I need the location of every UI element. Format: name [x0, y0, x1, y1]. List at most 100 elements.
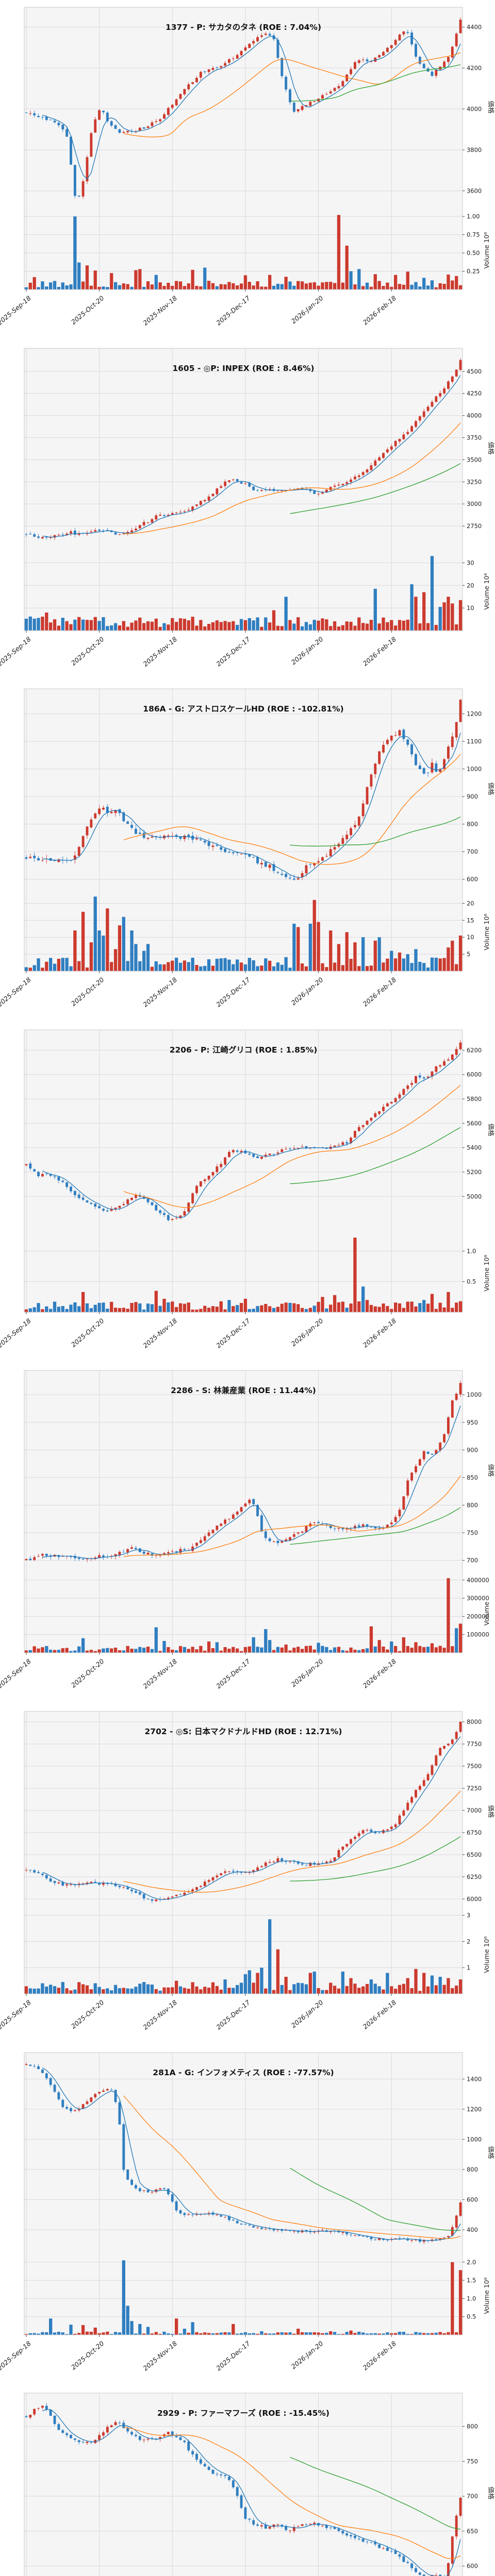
price-tick-label: 600	[467, 2563, 478, 2570]
price-tick-label: 8000	[467, 1718, 482, 1725]
price-tick-label: 1000	[467, 2136, 482, 2143]
volume-tick-label: 10	[467, 604, 474, 612]
plot-background	[24, 689, 463, 972]
plot-background	[24, 1711, 463, 1994]
volume-tick-label: 3	[467, 1912, 470, 1919]
volume-axis-label: Volume 10⁶	[483, 1255, 490, 1291]
date-tick-label: 2025-Nov-18	[141, 1998, 178, 2031]
price-tick-label: 700	[467, 1557, 478, 1564]
chart-title: 186A - G: アストロスケールHD (ROE : -102.81%)	[143, 704, 343, 714]
price-tick-label: 900	[467, 793, 478, 800]
date-tick-label: 2026-Feb-18	[361, 294, 398, 327]
date-tick-label: 2026-Feb-18	[361, 1657, 398, 1690]
price-tick-label: 700	[467, 848, 478, 855]
price-tick-label: 600	[467, 2196, 478, 2203]
date-tick-label: 2025-Sep-18	[0, 1657, 32, 1690]
price-axis-label: 価格	[487, 2487, 495, 2500]
ma-long-line	[290, 463, 461, 514]
date-tick-label: 2025-Dec-17	[214, 294, 252, 327]
plot-background	[24, 1029, 463, 1312]
date-tick-label: 2026-Feb-18	[361, 1317, 398, 1349]
price-tick-label: 600	[467, 876, 478, 883]
date-tick-label: 2025-Oct-20	[70, 1657, 106, 1689]
chart-title: 1377 - P: サカタのタネ (ROE : 7.04%)	[166, 23, 321, 32]
volume-tick-label: 400000	[467, 1577, 489, 1584]
date-tick-label: 2026-Jan-20	[290, 1657, 325, 1688]
date-tick-label: 2026-Feb-18	[361, 2339, 398, 2371]
volume-tick-label: 10	[467, 934, 474, 941]
volume-tick-label: 15	[467, 917, 474, 924]
date-tick-label: 2025-Sep-18	[0, 1998, 32, 2031]
price-tick-label: 1200	[467, 710, 482, 718]
plot-background	[24, 2052, 463, 2335]
date-tick-label: 2025-Oct-20	[70, 2339, 106, 2371]
grid-layer	[24, 2393, 463, 2576]
ma-long-line	[290, 2457, 461, 2530]
date-tick-label: 2025-Sep-18	[0, 1317, 32, 1349]
ma-short-line	[42, 2067, 461, 2241]
chart-title: 2702 - ◎S: 日本マクドナルドHD (ROE : 12.71%)	[145, 1726, 342, 1736]
volume-tick-label: 2.0	[467, 2258, 476, 2265]
volume-tick-label: 20	[467, 582, 474, 589]
volume-tick-label: 0.5	[467, 2313, 476, 2320]
price-tick-label: 3750	[467, 434, 482, 441]
chart-canvas: 1400 1200 1000 800 600 400 0.5 1.0 1.5 2.0 2025-Se…	[0, 2052, 495, 2372]
date-tick-label: 2025-Oct-20	[70, 635, 106, 667]
volume-layer	[24, 896, 463, 972]
grid-layer	[24, 689, 463, 972]
price-tick-label: 750	[467, 1529, 478, 1536]
volume-layer	[24, 215, 463, 290]
grid-layer	[24, 1370, 463, 1653]
axis-ticks: 8007507006506000.51.02025-Sep-182025-Oct…	[462, 2423, 478, 2570]
axes-border	[24, 2052, 463, 2335]
chart-canvas: 8000 7750 7500 7250 7000 6750 6500 6250 6000 1 2 3 2…	[0, 1711, 495, 2031]
date-tick-label: 2026-Jan-20	[290, 1317, 325, 1348]
ma-mid-line	[123, 2095, 461, 2239]
price-tick-label: 6500	[467, 1851, 482, 1858]
price-tick-label: 4200	[467, 64, 482, 72]
price-tick-label: 5800	[467, 1095, 482, 1103]
chart-title: 281A - G: インフォメティス (ROE : -77.57%)	[153, 2068, 334, 2077]
stock-chart-2206: 6200 6000 5800 5600 5400 5200 5000 0.5 1.0 2025-S…	[0, 1022, 495, 1364]
volume-tick-label: 200000	[467, 1613, 489, 1620]
volume-axis-label: Volume 10⁶	[483, 1936, 490, 1973]
chart-canvas: 1200 1100 1000 900 800 700 600 5 10 15 20 2025-Sep-…	[0, 688, 495, 1009]
plot-background	[24, 348, 463, 631]
date-tick-label: 2026-Feb-18	[361, 635, 398, 667]
price-tick-label: 3250	[467, 478, 482, 485]
price-tick-label: 800	[467, 821, 478, 828]
price-tick-label: 6000	[467, 1071, 482, 1078]
axes-border	[24, 1029, 463, 1313]
date-tick-label: 2025-Dec-17	[214, 635, 252, 667]
price-tick-label: 800	[467, 2423, 478, 2430]
price-tick-label: 3600	[467, 187, 482, 194]
date-tick-label: 2025-Oct-20	[70, 1317, 106, 1349]
date-tick-label: 2025-Dec-17	[214, 1317, 252, 1349]
axes-border	[24, 1370, 463, 1653]
date-tick-label: 2026-Jan-20	[290, 1998, 325, 2029]
date-tick-label: 2025-Nov-18	[141, 976, 178, 1009]
ma-short-line	[42, 1736, 461, 1900]
price-tick-label: 4000	[467, 106, 482, 113]
price-tick-label: 3500	[467, 456, 482, 463]
ma-long-line	[290, 64, 461, 101]
stock-chart-2702: 8000 7750 7500 7250 7000 6750 6500 6250 6000 1 2 3 2…	[0, 1704, 495, 2045]
price-tick-label: 6250	[467, 1873, 482, 1880]
volume-tick-label: 0.5	[467, 1278, 476, 1285]
volume-tick-label: 0.50	[467, 249, 480, 257]
price-tick-label: 7250	[467, 1785, 482, 1792]
ma-long-line	[290, 1127, 461, 1184]
chart-canvas: 6200 6000 5800 5600 5400 5200 5000 0.5 1.0 2025-S…	[0, 1029, 495, 1349]
date-tick-label: 2025-Sep-18	[0, 635, 32, 667]
ma-short-line	[42, 375, 461, 537]
plot-background	[24, 2393, 463, 2576]
axes-border	[24, 688, 463, 972]
price-tick-label: 5200	[467, 1168, 482, 1176]
stock-chart-2929: 8007507006506000.51.02025-Sep-182025-Oct…	[0, 2386, 495, 2576]
date-tick-label: 2025-Sep-18	[0, 294, 32, 327]
stock-chart-1605: 4500 4250 4000 3750 3500 3250 3000 2750 10 20 30 20…	[0, 341, 495, 682]
date-tick-label: 2026-Jan-20	[290, 635, 325, 666]
ma-mid-line	[123, 1084, 461, 1208]
chart-title: 2286 - S: 林兼産業 (ROE : 11.44%)	[171, 1385, 316, 1395]
chart-canvas: 1000 950 900 850 800 750 700 100000 200000 300000…	[0, 1370, 495, 1690]
